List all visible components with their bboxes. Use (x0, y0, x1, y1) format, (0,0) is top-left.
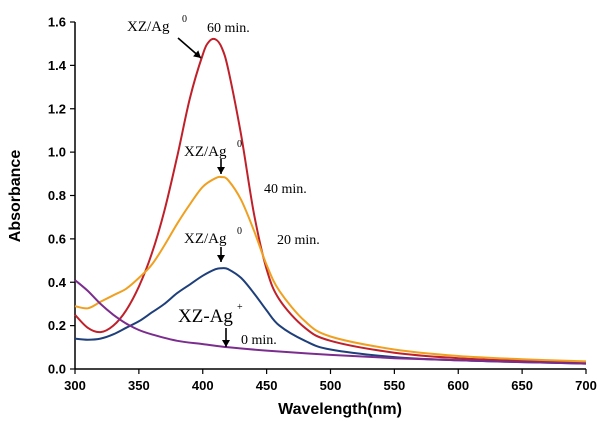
x-tick-label: 450 (256, 378, 278, 393)
y-tick-label: 0.4 (48, 275, 67, 290)
annotation-1: XZ/Ag 0 60 min. (127, 14, 250, 59)
y-tick-label: 0.8 (48, 188, 66, 203)
x-tick-label: 650 (511, 378, 533, 393)
series-line-3 (74, 267, 587, 365)
annotation-superscript: 0 (237, 226, 242, 237)
x-tick-label: 700 (575, 378, 597, 393)
annotation-label: XZ/Ag (184, 144, 227, 160)
annotation-superscript: 0 (237, 139, 242, 150)
annotation-time: 60 min. (207, 21, 250, 36)
series-line-4 (74, 279, 587, 365)
x-axis-title: Wavelength(nm) (278, 401, 402, 418)
arrow-head-icon (217, 167, 225, 174)
x-tick-label: 300 (64, 378, 86, 393)
annotation-superscript: 0 (182, 14, 187, 25)
annotation-4: XZ-Ag +0 min. (178, 302, 277, 348)
annotation-label: XZ-Ag (178, 306, 233, 327)
y-tick-label: 0.6 (48, 231, 66, 246)
annotation-2: XZ/Ag 0 40 min. (184, 139, 307, 197)
series-group (74, 37, 587, 365)
arrow-head-icon (217, 255, 225, 262)
y-tick-label: 0.2 (48, 318, 66, 333)
y-axis-title: Absorbance (7, 150, 24, 243)
y-tick-label: 1.2 (48, 101, 66, 116)
y-tick-label: 1.4 (48, 58, 67, 73)
arrow-head-icon (222, 340, 230, 347)
y-tick-label: 0.0 (48, 362, 66, 377)
x-tick-label: 600 (447, 378, 469, 393)
x-tick-label: 550 (384, 378, 406, 393)
y-tick-label: 1.0 (48, 145, 66, 160)
annotation-superscript: + (237, 302, 243, 313)
axes: 300 350 400 450 500 550 600 650 700 0.0 0.2 0.4 0.6 0… (48, 15, 597, 394)
annotation-time: 0 min. (241, 333, 277, 348)
annotation-label: XZ/Ag (127, 19, 170, 35)
arrow-head-icon (193, 50, 201, 58)
x-tick-label: 350 (128, 378, 150, 393)
annotations: XZ/Ag 060 min.XZ/Ag 040 min.XZ/Ag 020 min.X… (127, 14, 320, 348)
annotation-time: 20 min. (277, 233, 320, 248)
y-tick-label: 1.6 (48, 15, 66, 30)
annotation-3: XZ/Ag 0 20 min. (184, 226, 320, 262)
x-tick-label: 500 (320, 378, 342, 393)
annotation-time: 40 min. (264, 182, 307, 197)
series-line-1 (74, 37, 587, 364)
series-line-2 (74, 175, 587, 363)
annotation-label: XZ/Ag (184, 231, 227, 247)
x-tick-label: 400 (192, 378, 214, 393)
